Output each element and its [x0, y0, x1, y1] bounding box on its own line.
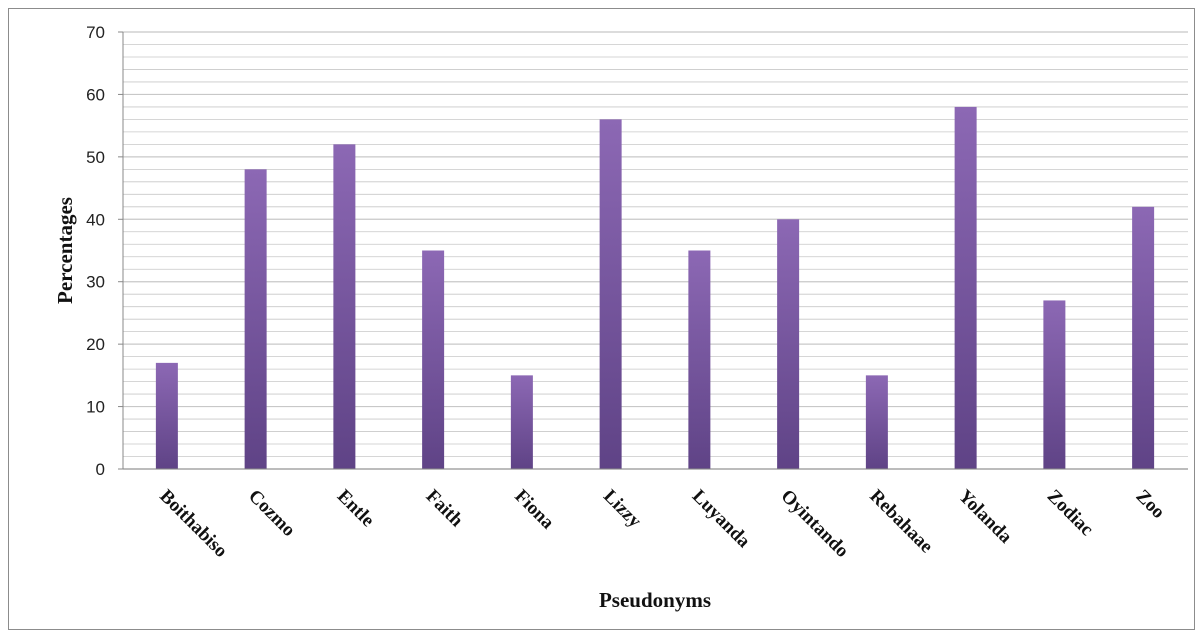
y-tick-label: 20 [86, 335, 105, 354]
x-tick-label: Yolanda [954, 486, 1016, 548]
bar-cozmo [244, 169, 267, 470]
bar-faith [422, 250, 445, 469]
bar-rebahaae [865, 375, 888, 469]
bar-zoo [1132, 206, 1155, 470]
bar-lizzy [599, 119, 622, 470]
x-tick-label: Entle [333, 486, 378, 531]
y-tick-label: 60 [86, 85, 105, 104]
bar-entle [333, 144, 356, 469]
y-tick-label: 40 [86, 210, 105, 229]
bars [155, 106, 1155, 470]
x-axis-title: Pseudonyms [599, 588, 711, 612]
y-tick-label: 30 [86, 273, 105, 292]
y-axis-title: Percentages [53, 197, 77, 304]
bar-luyanda [688, 250, 711, 469]
y-tick-label: 10 [86, 398, 105, 417]
x-tick-label: Lizzy [599, 486, 646, 533]
y-tick-label: 50 [86, 148, 105, 167]
y-tick-label: 70 [86, 23, 105, 42]
x-tick-label: Faith [422, 486, 468, 532]
bar-fiona [510, 375, 533, 469]
x-tick-label: Oyintando [777, 486, 853, 562]
bar-zodiac [1043, 300, 1066, 469]
x-tick-label: Rebahaae [865, 486, 937, 558]
x-tick-label: Zodiac [1043, 486, 1097, 540]
x-tick-label: Cozmo [244, 486, 299, 541]
bar-boithabiso [155, 362, 178, 469]
y-axis-ticks: 0 10 20 30 40 50 60 70 [86, 23, 123, 479]
bar-yolanda [954, 106, 977, 470]
bar-oyintando [777, 219, 800, 469]
x-tick-label: Boithabiso [155, 486, 231, 562]
x-axis-category-labels: Boithabiso Cozmo Entle Faith Fiona Lizzy Luyan… [155, 486, 1169, 562]
grid-lines [123, 31, 1188, 470]
y-tick-label: 0 [96, 460, 105, 479]
x-tick-label: Luyanda [688, 486, 755, 553]
x-tick-label: Fiona [510, 486, 558, 534]
x-tick-label: Zoo [1132, 486, 1169, 523]
